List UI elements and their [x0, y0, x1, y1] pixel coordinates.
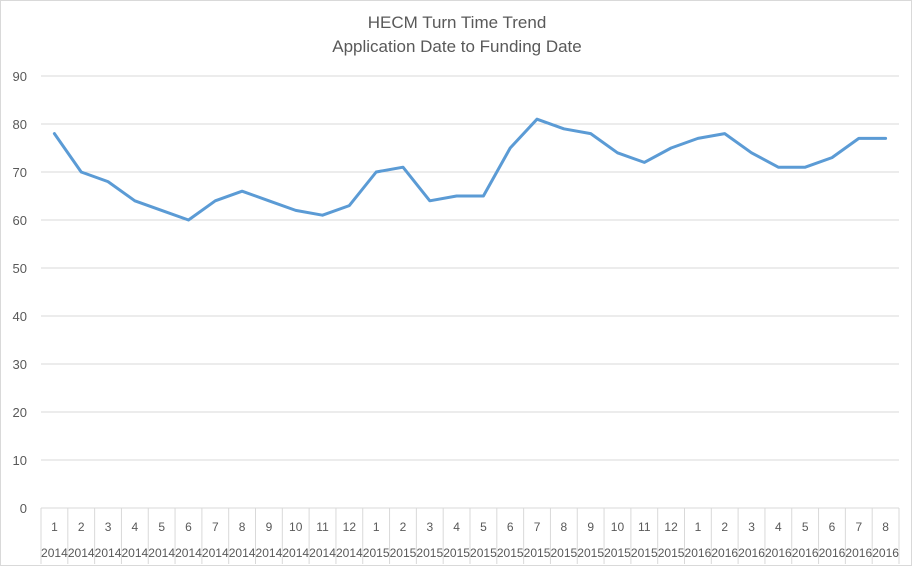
x-tick-month: 12: [343, 520, 357, 534]
x-tick-month: 10: [289, 520, 303, 534]
x-tick-month: 9: [266, 520, 273, 534]
x-tick-month: 1: [695, 520, 702, 534]
x-tick-month: 4: [775, 520, 782, 534]
x-tick-year: 2014: [148, 546, 175, 560]
x-tick-month: 1: [51, 520, 58, 534]
x-tick-month: 10: [611, 520, 625, 534]
x-tick-month: 7: [855, 520, 862, 534]
x-tick-year: 2015: [524, 546, 551, 560]
x-tick-year: 2015: [550, 546, 577, 560]
x-tick-year: 2015: [416, 546, 443, 560]
x-tick-year: 2015: [470, 546, 497, 560]
x-tick-month: 5: [480, 520, 487, 534]
x-tick-year: 2014: [256, 546, 283, 560]
x-tick-year: 2016: [872, 546, 899, 560]
gridlines: [41, 75, 899, 509]
x-tick-year: 2016: [792, 546, 819, 560]
x-tick-year: 2016: [685, 546, 712, 560]
x-tick-month: 2: [78, 520, 85, 534]
x-tick-year: 2015: [577, 546, 604, 560]
y-tick-label: 70: [13, 165, 27, 180]
y-tick-label: 80: [13, 117, 27, 132]
x-tick-month: 2: [721, 520, 728, 534]
x-tick-month: 8: [561, 520, 568, 534]
x-tick-month: 4: [132, 520, 139, 534]
x-tick-month: 9: [587, 520, 594, 534]
x-tick-year: 2015: [497, 546, 524, 560]
x-tick-month: 1: [373, 520, 380, 534]
y-tick-label: 90: [13, 69, 27, 84]
y-axis-ticks: 0 10 20 30 40 50 60 70 80 90: [13, 69, 27, 516]
x-tick-year: 2016: [845, 546, 872, 560]
x-tick-month: 8: [239, 520, 246, 534]
x-tick-year: 2016: [711, 546, 738, 560]
x-tick-year: 2015: [363, 546, 390, 560]
x-tick-month: 11: [638, 520, 651, 534]
x-tick-month: 3: [748, 520, 755, 534]
x-tick-year: 2014: [68, 546, 95, 560]
y-tick-label: 10: [13, 453, 27, 468]
y-tick-label: 40: [13, 309, 27, 324]
chart-subtitle: Application Date to Funding Date: [332, 37, 582, 56]
x-tick-month: 11: [316, 520, 329, 534]
x-tick-year: 2014: [121, 546, 148, 560]
x-tick-year: 2014: [309, 546, 336, 560]
x-tick-year: 2014: [202, 546, 229, 560]
x-tick-month: 5: [802, 520, 809, 534]
chart-title: HECM Turn Time Trend: [368, 13, 547, 32]
y-tick-label: 50: [13, 261, 27, 276]
y-tick-label: 60: [13, 213, 27, 228]
x-tick-year: 2016: [765, 546, 792, 560]
x-tick-year: 2015: [631, 546, 658, 560]
y-tick-label: 30: [13, 357, 27, 372]
x-tick-year: 2016: [819, 546, 846, 560]
series-line: [52, 117, 888, 222]
x-tick-year: 2014: [41, 546, 68, 560]
x-tick-year: 2015: [443, 546, 470, 560]
x-tick-month: 6: [507, 520, 514, 534]
x-tick-month: 5: [158, 520, 165, 534]
x-tick-month: 8: [882, 520, 889, 534]
x-axis-categories: 1 2014 2 2014 3 2014 4 2014 5 2014 6 2014 7 2014 8 2014…: [40, 508, 900, 564]
x-tick-month: 2: [400, 520, 407, 534]
x-tick-month: 6: [829, 520, 836, 534]
x-tick-year: 2016: [738, 546, 765, 560]
x-tick-year: 2014: [282, 546, 309, 560]
x-tick-year: 2014: [229, 546, 256, 560]
x-tick-month: 7: [534, 520, 541, 534]
x-tick-month: 3: [426, 520, 433, 534]
x-tick-year: 2014: [336, 546, 363, 560]
x-tick-month: 7: [212, 520, 219, 534]
x-tick-month: 3: [105, 520, 112, 534]
x-tick-month: 4: [453, 520, 460, 534]
y-tick-label: 20: [13, 405, 27, 420]
x-tick-year: 2015: [604, 546, 631, 560]
x-tick-month: 12: [664, 520, 678, 534]
x-tick-year: 2015: [658, 546, 685, 560]
x-tick-year: 2015: [390, 546, 417, 560]
y-tick-label: 0: [20, 501, 27, 516]
x-tick-year: 2014: [95, 546, 122, 560]
series-layer: [52, 117, 888, 222]
x-tick-month: 6: [185, 520, 192, 534]
x-tick-year: 2014: [175, 546, 202, 560]
